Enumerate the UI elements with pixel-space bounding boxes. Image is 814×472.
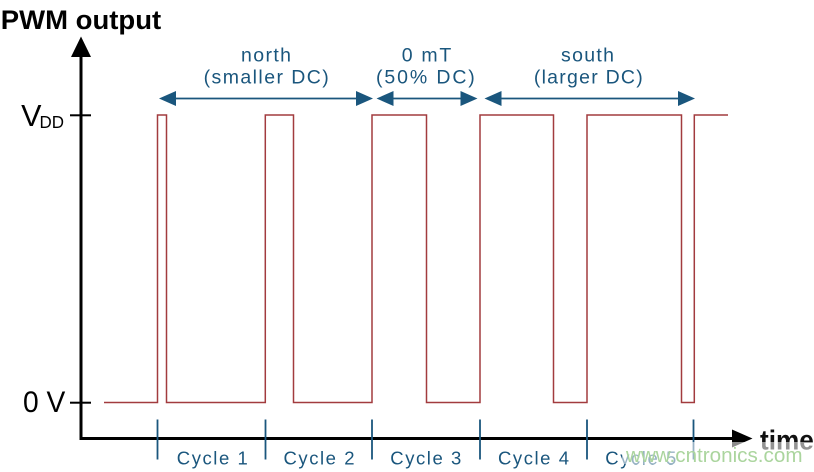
svg-text:PWM output: PWM output bbox=[1, 5, 161, 35]
svg-text:(larger DC): (larger DC) bbox=[534, 66, 643, 88]
svg-text:www.cntronics.com: www.cntronics.com bbox=[625, 445, 803, 467]
svg-text:(smaller DC): (smaller DC) bbox=[204, 66, 329, 88]
svg-text:(50% DC): (50% DC) bbox=[376, 66, 475, 88]
svg-text:DD: DD bbox=[40, 112, 65, 132]
svg-text:north: north bbox=[241, 44, 291, 66]
svg-text:V: V bbox=[21, 99, 42, 133]
svg-text:0 V: 0 V bbox=[23, 386, 65, 419]
svg-text:0 mT: 0 mT bbox=[402, 44, 452, 66]
svg-text:south: south bbox=[561, 44, 614, 66]
